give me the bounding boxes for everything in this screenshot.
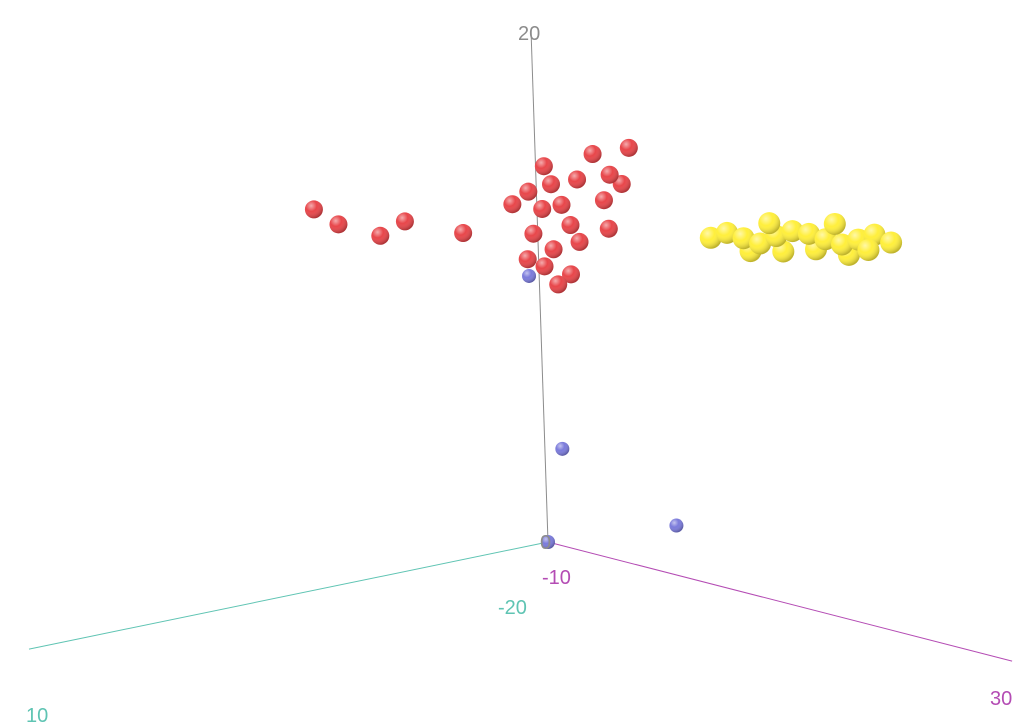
data-point bbox=[568, 170, 587, 189]
data-point bbox=[619, 138, 638, 157]
data-point bbox=[880, 231, 903, 254]
data-point bbox=[329, 215, 348, 234]
data-point bbox=[533, 199, 552, 218]
data-point bbox=[857, 238, 880, 261]
data-point bbox=[519, 182, 538, 201]
data-point bbox=[561, 216, 580, 235]
data-point bbox=[544, 240, 563, 259]
data-point bbox=[454, 224, 473, 243]
data-point bbox=[555, 441, 570, 456]
left-axis-tick-far: 10 bbox=[26, 705, 48, 727]
data-point bbox=[594, 191, 613, 210]
data-point bbox=[583, 145, 602, 164]
data-point bbox=[304, 200, 323, 219]
data-points bbox=[304, 138, 903, 549]
right-axis-line bbox=[547, 541, 1013, 662]
data-point bbox=[535, 257, 554, 276]
left-axis-line bbox=[28, 541, 549, 650]
right-axis-tick-near: -10 bbox=[542, 567, 571, 589]
data-point bbox=[570, 232, 589, 251]
data-point bbox=[395, 212, 414, 231]
data-point bbox=[732, 227, 755, 250]
data-point bbox=[781, 220, 804, 243]
data-point bbox=[549, 275, 568, 294]
data-point bbox=[600, 165, 619, 184]
data-point bbox=[518, 250, 537, 269]
vertical-axis-line bbox=[530, 29, 549, 543]
data-point bbox=[524, 224, 543, 243]
axes bbox=[28, 29, 1013, 662]
data-point bbox=[823, 212, 846, 235]
data-point bbox=[599, 219, 618, 238]
data-point bbox=[541, 175, 560, 194]
data-point bbox=[534, 157, 553, 176]
data-point bbox=[522, 268, 537, 283]
vertical-axis-tick-zero: 0 bbox=[540, 532, 551, 554]
right-axis-tick-far: 30 bbox=[990, 688, 1012, 710]
left-axis-tick-near: -20 bbox=[498, 597, 527, 619]
data-point bbox=[503, 195, 522, 214]
data-point bbox=[541, 535, 555, 549]
data-point bbox=[797, 222, 820, 245]
data-point bbox=[669, 518, 684, 533]
data-point bbox=[758, 212, 781, 235]
vertical-axis-tick-top: 20 bbox=[518, 23, 540, 45]
data-point bbox=[561, 265, 580, 284]
data-point bbox=[371, 226, 390, 245]
tick-labels: 20 0 -20 10 -10 30 bbox=[26, 23, 1012, 727]
data-point bbox=[715, 221, 738, 244]
data-point bbox=[552, 195, 571, 214]
